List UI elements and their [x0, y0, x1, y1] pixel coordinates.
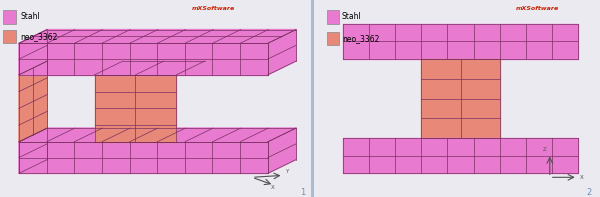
Polygon shape	[95, 61, 205, 75]
Text: mXSoftware: mXSoftware	[192, 6, 235, 11]
Text: Z: Z	[542, 147, 546, 152]
Polygon shape	[343, 24, 578, 59]
Polygon shape	[268, 30, 296, 75]
Polygon shape	[19, 128, 47, 173]
Polygon shape	[19, 61, 47, 142]
Text: X: X	[580, 175, 584, 180]
Polygon shape	[95, 75, 176, 142]
Text: 1: 1	[301, 188, 305, 197]
Text: X: X	[271, 185, 274, 190]
Polygon shape	[268, 128, 296, 173]
Text: Stahl: Stahl	[342, 12, 362, 21]
Polygon shape	[19, 30, 296, 43]
Bar	[3, 10, 16, 24]
Polygon shape	[19, 128, 296, 142]
Text: 2: 2	[586, 188, 592, 197]
Text: neo_3362: neo_3362	[20, 32, 58, 41]
Polygon shape	[19, 142, 268, 173]
Text: mXSoftware: mXSoftware	[516, 6, 560, 11]
Polygon shape	[19, 30, 47, 75]
Polygon shape	[421, 59, 500, 138]
Text: Stahl: Stahl	[20, 12, 40, 21]
Polygon shape	[343, 138, 578, 173]
Bar	[326, 10, 339, 24]
Polygon shape	[19, 43, 268, 75]
Bar	[3, 30, 16, 43]
Bar	[326, 32, 339, 45]
Text: Y: Y	[285, 169, 288, 174]
Text: neo_3362: neo_3362	[342, 34, 379, 43]
